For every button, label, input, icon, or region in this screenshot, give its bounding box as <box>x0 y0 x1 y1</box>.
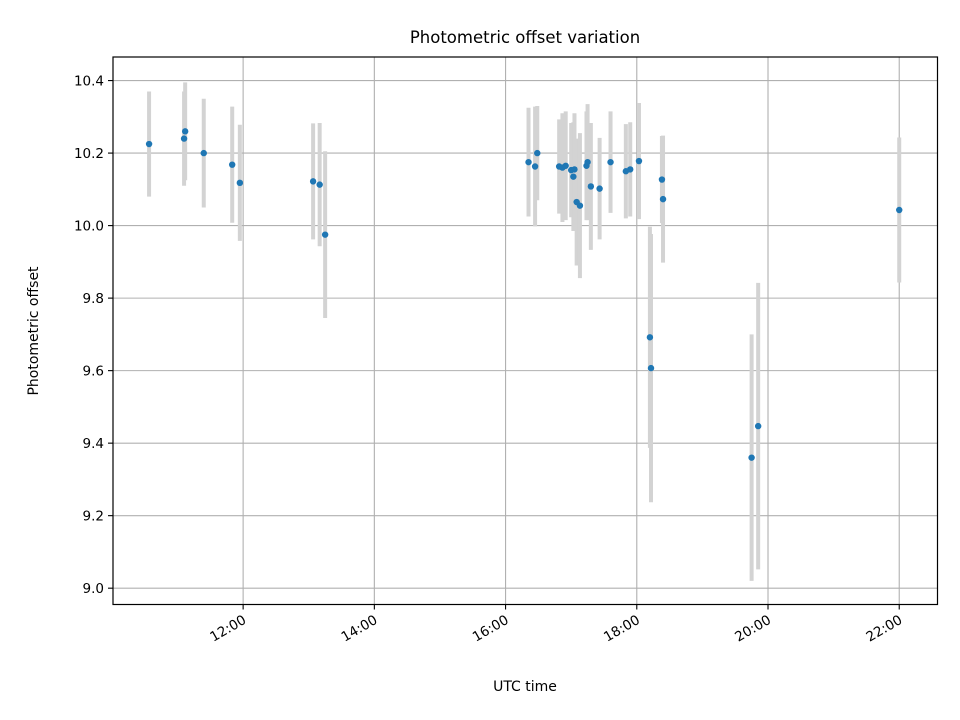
chart-title: Photometric offset variation <box>410 28 640 47</box>
data-point <box>896 206 903 214</box>
y-tick-label: 9.8 <box>83 291 104 307</box>
data-point <box>607 158 614 166</box>
y-tick-label: 9.2 <box>83 509 104 525</box>
data-point <box>562 162 569 169</box>
data-points <box>145 128 903 461</box>
data-point <box>321 231 329 238</box>
grid <box>113 57 938 605</box>
data-point <box>587 183 595 190</box>
data-point <box>627 166 634 173</box>
y-tick-label: 10.0 <box>74 219 104 235</box>
data-point <box>181 128 189 135</box>
data-point <box>596 185 603 192</box>
data-point <box>647 364 655 372</box>
y-axis-title: Photometric offset <box>26 266 42 396</box>
data-point <box>659 195 667 203</box>
data-point <box>236 179 244 187</box>
data-point <box>571 166 578 173</box>
data-point <box>748 454 755 461</box>
data-point <box>228 161 236 168</box>
y-tick-label: 10.2 <box>74 146 104 162</box>
y-tick-label: 10.4 <box>74 74 104 90</box>
data-point <box>200 149 207 157</box>
y-tick-label: 9.6 <box>83 364 104 380</box>
y-tick-label: 9.4 <box>83 436 104 452</box>
data-point <box>309 178 317 185</box>
data-point <box>316 181 323 188</box>
data-point <box>646 334 654 341</box>
data-point <box>180 135 188 142</box>
y-tick-label: 9.0 <box>83 581 104 597</box>
data-point <box>534 149 541 157</box>
plot-frame <box>112 56 939 606</box>
x-axis-title: UTC time <box>493 679 557 695</box>
data-point <box>576 202 584 209</box>
data-point <box>531 163 539 170</box>
data-point <box>754 422 762 430</box>
data-point <box>570 173 577 180</box>
data-point <box>525 158 532 166</box>
data-point <box>635 157 643 165</box>
data-point <box>658 176 666 183</box>
data-point <box>584 158 591 166</box>
data-point <box>145 140 153 148</box>
